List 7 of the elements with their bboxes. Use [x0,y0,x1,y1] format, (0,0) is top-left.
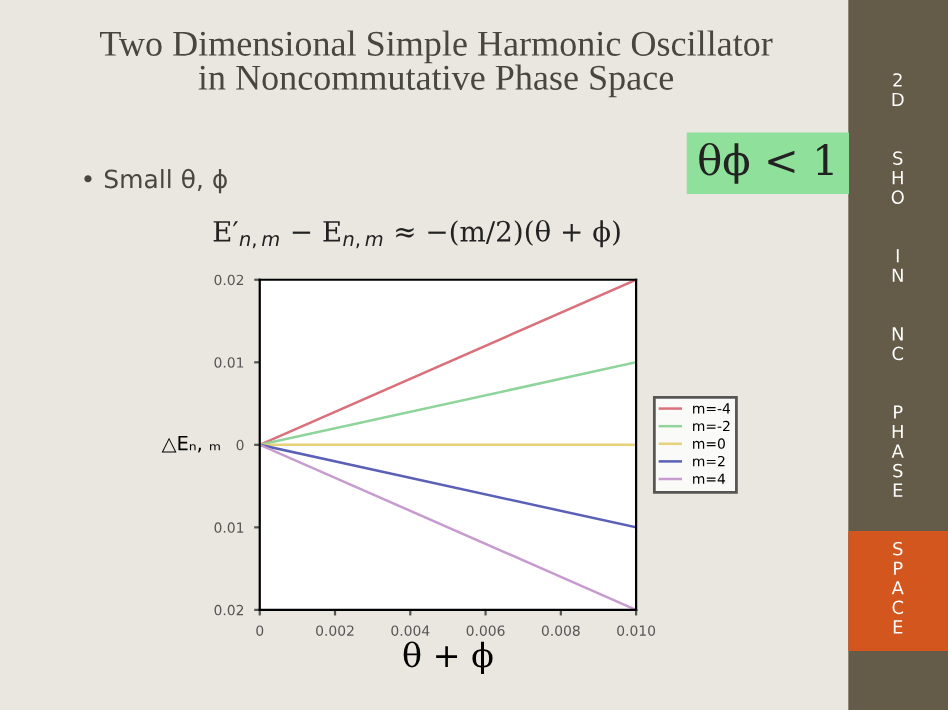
text: E′$_{n,m}$ − E$_{n,m}$ ≈ −(m/2)(θ + ϕ) [213,219,620,249]
x-axis-title: θ + ϕ [403,641,493,674]
chart-title: Two Dimensional Simple Harmonic Oscillator in Noncommutative Phase Space [100,30,773,98]
text: • Small θ, ϕ [84,168,227,194]
text: 2D SHO IN NC PHASE SPACE [891,73,904,634]
text: θϕ < 1 [699,142,833,184]
y-axis-title: △Eₙ, ₘ [161,436,220,453]
